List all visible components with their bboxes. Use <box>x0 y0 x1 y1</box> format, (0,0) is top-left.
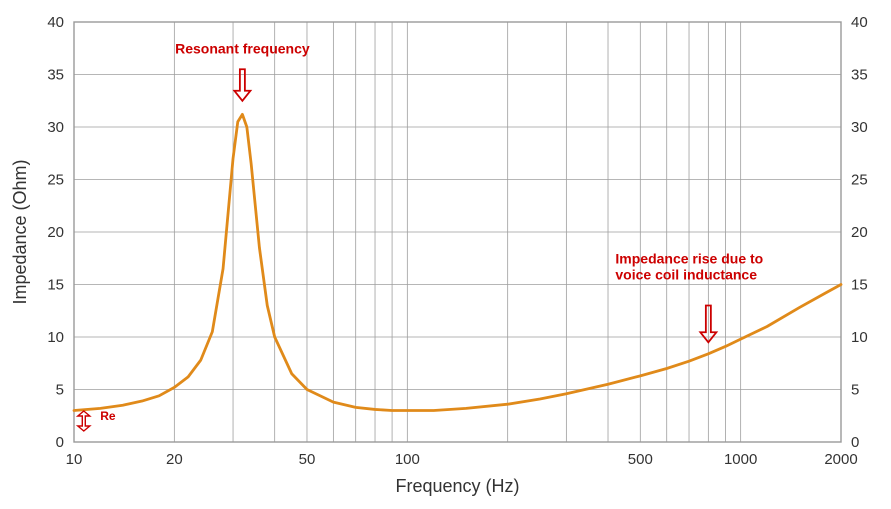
y-tick-label-left: 0 <box>56 434 64 451</box>
annotation-rise: voice coil inductance <box>615 267 757 283</box>
y-tick-label-right: 25 <box>851 172 868 189</box>
impedance-chart: 1020501005001000200005101520253035400510… <box>0 0 891 509</box>
y-tick-label-left: 10 <box>47 329 64 346</box>
x-tick-label: 1000 <box>724 451 757 468</box>
y-tick-label-right: 15 <box>851 277 868 294</box>
y-tick-label-left: 25 <box>47 172 64 189</box>
x-tick-label: 500 <box>628 451 653 468</box>
x-tick-label: 100 <box>395 451 420 468</box>
y-tick-label-right: 35 <box>851 67 868 84</box>
y-tick-label-left: 5 <box>56 382 64 399</box>
x-tick-label: 20 <box>166 451 183 468</box>
y-tick-label-left: 20 <box>47 224 64 241</box>
y-tick-label-left: 35 <box>47 67 64 84</box>
x-tick-label: 10 <box>66 451 83 468</box>
y-tick-label-left: 15 <box>47 277 64 294</box>
x-axis-label: Frequency (Hz) <box>395 476 519 496</box>
x-tick-label: 50 <box>299 451 316 468</box>
y-tick-label-left: 30 <box>47 119 64 136</box>
y-tick-label-left: 40 <box>47 14 64 31</box>
annotation-resonant: Resonant frequency <box>175 41 310 57</box>
annotation-re: Re <box>100 409 116 423</box>
y-tick-label-right: 5 <box>851 382 859 399</box>
y-tick-label-right: 10 <box>851 329 868 346</box>
annotation-rise: Impedance rise due to <box>615 251 763 267</box>
y-tick-label-right: 0 <box>851 434 859 451</box>
y-tick-label-right: 30 <box>851 119 868 136</box>
y-tick-label-right: 40 <box>851 14 868 31</box>
y-axis-label: Impedance (Ohm) <box>10 159 30 304</box>
x-tick-label: 2000 <box>824 451 857 468</box>
y-tick-label-right: 20 <box>851 224 868 241</box>
